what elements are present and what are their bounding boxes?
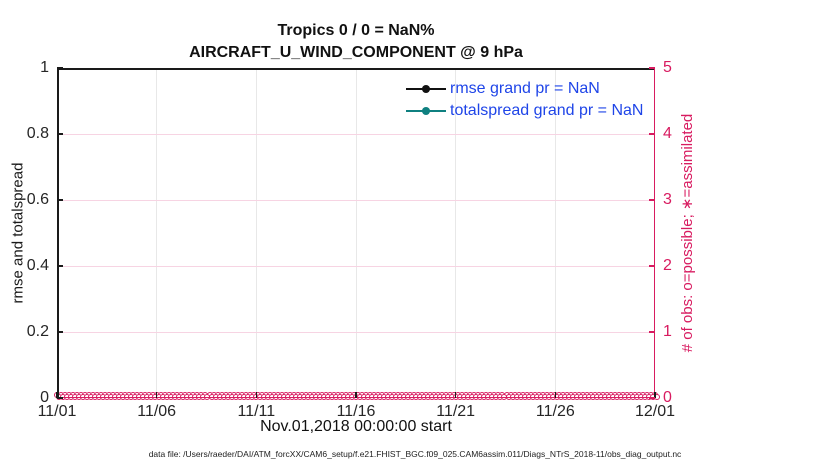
y-gridline (57, 265, 655, 267)
x-axis-label: Nov.01,2018 00:00:00 start (260, 418, 452, 435)
y-left-tick (57, 265, 63, 267)
y-axis-label-right: # of obs: o=possible; ∗=assimilated (679, 113, 696, 353)
x-gridline (455, 68, 457, 398)
x-tick (454, 392, 457, 398)
y-gridline (57, 199, 655, 201)
y-gridline (57, 133, 655, 135)
legend-label-rmse: rmse grand pr = NaN (450, 80, 600, 97)
chart-title: Tropics 0 / 0 = NaN% AIRCRAFT_U_WIND_COM… (57, 20, 655, 64)
plot-area (54, 67, 660, 400)
x-tick-label: 11/16 (336, 403, 376, 420)
y-left-tick (57, 397, 63, 399)
x-tick-label: 11/21 (436, 403, 476, 420)
y-right-tick-label: 1 (663, 323, 672, 340)
x-tick-label: 11/26 (535, 403, 575, 420)
y-right-tick-label: 4 (663, 125, 672, 142)
y-right-tick-label: 2 (663, 257, 672, 274)
y-left-tick-label: 0.8 (26, 125, 49, 142)
x-tick (56, 392, 58, 398)
x-tick-label: 11/11 (237, 403, 276, 420)
y-gridline (57, 331, 655, 333)
axis-left (57, 68, 59, 398)
axis-right (653, 68, 655, 398)
totalspread-dot-icon (422, 107, 430, 115)
y-right-tick (649, 397, 655, 399)
rmse-line-marker (406, 85, 446, 93)
y-right-tick (649, 331, 655, 333)
x-tick (255, 392, 258, 398)
x-tick (654, 392, 656, 398)
axis-top (57, 68, 655, 70)
y-left-tick (57, 133, 63, 135)
rmse-dot-icon (422, 85, 430, 93)
y-right-tick (649, 133, 655, 135)
x-gridline (554, 68, 556, 398)
title-variable: AIRCRAFT_U_WIND_COMPONENT @ 9 hPa (189, 44, 523, 61)
y-left-tick-label: 0.6 (26, 191, 49, 208)
x-tick (155, 392, 158, 398)
legend-item-rmse: rmse grand pr = NaN (406, 78, 643, 100)
y-right-tick (649, 199, 655, 201)
title-region: Tropics 0 / 0 = NaN% (277, 22, 435, 39)
x-tick-label: 11/01 (37, 403, 77, 420)
x-tick (355, 392, 357, 398)
y-right-tick (649, 67, 655, 69)
x-tick-label: 12/01 (634, 403, 676, 420)
y-right-tick-label: 0 (663, 389, 672, 406)
legend: rmse grand pr = NaN totalspread grand pr… (406, 78, 643, 122)
x-gridline (156, 68, 158, 398)
y-left-tick-label: 0.4 (26, 257, 49, 274)
y-right-tick-label: 3 (663, 191, 672, 208)
y-left-tick-label: 0.2 (26, 323, 49, 340)
y-left-tick (57, 331, 63, 333)
y-right-tick (649, 265, 655, 267)
legend-item-totalspread: totalspread grand pr = NaN (406, 100, 643, 122)
x-tick-label: 11/06 (137, 403, 177, 420)
y-left-tick (57, 67, 63, 69)
data-file-path: data file: /Users/raeder/DAI/ATM_forcXX/… (148, 449, 682, 459)
y-left-tick-label: 1 (40, 59, 49, 76)
y-right-tick-label: 5 (663, 59, 672, 76)
y-left-tick-label: 0 (40, 389, 49, 406)
x-gridline (255, 68, 257, 398)
totalspread-line-marker (406, 107, 446, 115)
x-gridline (355, 68, 357, 398)
y-left-tick (57, 199, 63, 201)
legend-label-totalspread: totalspread grand pr = NaN (450, 102, 644, 119)
x-tick (554, 392, 557, 398)
y-axis-label-left: rmse and totalspread (9, 162, 27, 304)
